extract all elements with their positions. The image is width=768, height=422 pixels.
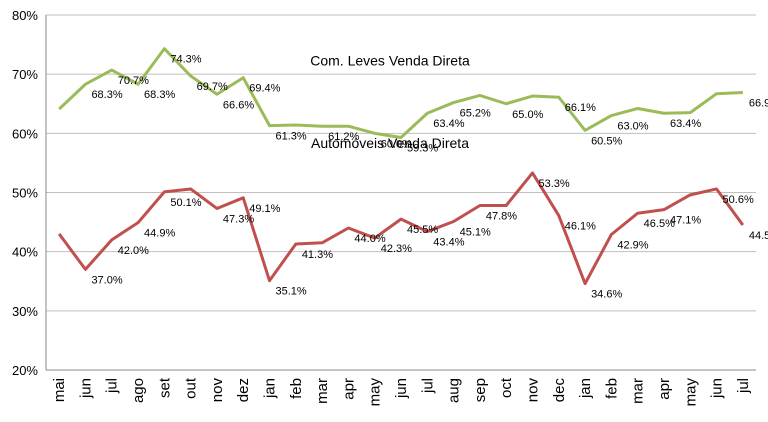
data-label: 47.1%	[670, 215, 701, 227]
y-tick-label: 50%	[12, 186, 38, 201]
data-label: 50.6%	[723, 194, 754, 206]
x-tick-label: apr	[340, 378, 357, 400]
series-label: Automóveis Venda Direta	[311, 135, 469, 151]
x-tick-label: set	[156, 377, 173, 398]
data-label: 66.9%	[749, 98, 768, 110]
data-label: 46.1%	[565, 221, 596, 233]
data-label: 60.5%	[591, 135, 622, 147]
data-label: 34.6%	[591, 289, 622, 301]
x-tick-label: ago	[130, 378, 147, 403]
data-label: 68.3%	[91, 89, 122, 101]
data-label: 42.0%	[118, 245, 149, 257]
y-tick-label: 60%	[12, 126, 38, 141]
data-label: 70.7%	[118, 75, 149, 87]
data-label: 61.2%	[328, 131, 359, 143]
series-label: Com. Leves Venda Direta	[310, 53, 470, 69]
data-label: 44.5%	[749, 230, 768, 242]
data-label: 53.3%	[538, 178, 569, 190]
data-label: 41.3%	[302, 249, 333, 261]
data-label: 59.3%	[407, 142, 438, 154]
x-tick-label: mar	[314, 378, 331, 404]
data-label: 63.0%	[617, 121, 648, 133]
x-tick-label: feb	[288, 378, 305, 399]
data-label: 63.4%	[433, 118, 464, 130]
x-tick-label: jul	[104, 378, 121, 394]
data-label: 69.4%	[249, 83, 280, 95]
x-tick-label: jan	[577, 378, 594, 399]
data-label: 37.0%	[91, 274, 122, 286]
x-tick-label: dec	[551, 378, 568, 403]
y-tick-label: 80%	[12, 8, 38, 23]
x-tick-label: jul	[419, 378, 436, 394]
data-label: 63.4%	[670, 118, 701, 130]
data-label: 45.1%	[460, 226, 491, 238]
y-tick-label: 40%	[12, 245, 38, 260]
y-tick-label: 70%	[12, 67, 38, 82]
data-label: 46.5%	[644, 218, 675, 230]
x-tick-label: jan	[262, 378, 279, 399]
x-tick-label: jun	[77, 378, 94, 399]
x-tick-label: jun	[393, 378, 410, 399]
data-label: 61.3%	[276, 131, 307, 143]
data-label: 47.8%	[486, 211, 517, 223]
x-tick-label: mai	[51, 378, 68, 402]
x-tick-label: aug	[446, 378, 463, 403]
data-label: 68.3%	[144, 89, 175, 101]
data-label: 35.1%	[276, 286, 307, 298]
x-tick-label: jul	[735, 378, 752, 394]
y-tick-label: 20%	[12, 363, 38, 378]
x-tick-label: may	[367, 378, 384, 407]
x-tick-label: feb	[603, 378, 620, 399]
data-label: 43.4%	[433, 237, 464, 249]
x-tick-label: may	[682, 378, 699, 407]
data-label: 66.1%	[565, 102, 596, 114]
data-label: 49.1%	[249, 203, 280, 215]
x-tick-label: sep	[472, 378, 489, 402]
data-label: 42.3%	[381, 243, 412, 255]
data-label: 65.0%	[512, 109, 543, 121]
x-tick-label: out	[183, 377, 200, 399]
x-tick-label: nov	[524, 378, 541, 403]
x-tick-label: oct	[498, 377, 515, 398]
data-label: 44.0%	[354, 233, 385, 245]
data-label: 66.6%	[223, 99, 254, 111]
series-line	[58, 47, 743, 139]
x-tick-label: nov	[209, 378, 226, 403]
data-label: 42.9%	[617, 240, 648, 252]
data-label: 65.2%	[460, 108, 491, 120]
x-tick-label: dez	[235, 378, 252, 402]
data-label: 44.9%	[144, 228, 175, 240]
x-tick-label: apr	[656, 378, 673, 400]
x-tick-label: mar	[630, 378, 647, 404]
y-tick-label: 30%	[12, 304, 38, 319]
data-label: 74.3%	[170, 54, 201, 66]
series-line	[57, 171, 745, 286]
data-label: 50.1%	[170, 197, 201, 209]
data-label: 47.3%	[223, 213, 254, 225]
x-tick-label: jun	[709, 378, 726, 399]
data-label: 60.0%	[381, 138, 412, 150]
data-label: 45.5%	[407, 224, 438, 236]
data-label: 69.7%	[197, 81, 228, 93]
